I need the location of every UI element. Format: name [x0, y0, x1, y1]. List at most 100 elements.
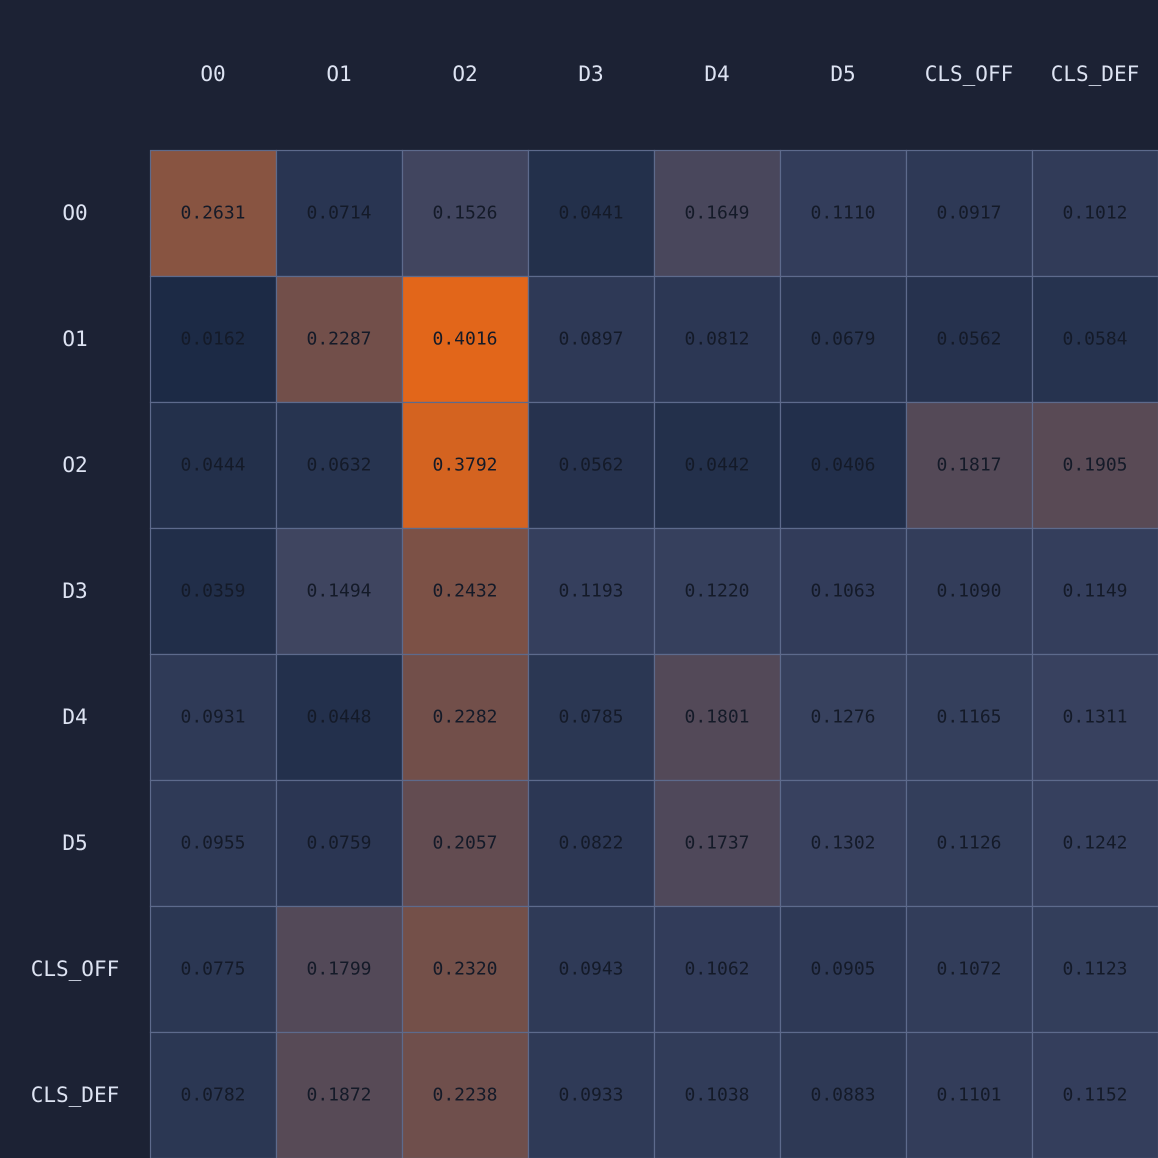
- cell-value-label: 0.4016: [432, 329, 497, 350]
- heatmap-cell: [905, 527, 1034, 656]
- cell-value-label: 0.2282: [432, 707, 497, 728]
- heatmap-cell: [275, 527, 404, 656]
- cell-value-label: 0.0162: [180, 329, 245, 350]
- cell-value-label: 0.0406: [810, 455, 875, 476]
- cell-value-label: 0.1649: [684, 203, 749, 224]
- cell-value-label: 0.0775: [180, 959, 245, 980]
- cell-value-label: 0.1526: [432, 203, 497, 224]
- row-label-d4: D4: [62, 705, 87, 729]
- cell-value-label: 0.0442: [684, 455, 749, 476]
- row-label-cls-def: CLS_DEF: [31, 1083, 120, 1107]
- cell-value-label: 0.0933: [558, 1085, 623, 1106]
- cell-value-label: 0.0897: [558, 329, 623, 350]
- cell-value-label: 0.0905: [810, 959, 875, 980]
- cell-value-label: 0.1090: [936, 581, 1001, 602]
- cell-value-label: 0.1126: [936, 833, 1001, 854]
- cell-value-label: 0.1737: [684, 833, 749, 854]
- row-label-o2: O2: [62, 453, 87, 477]
- cell-value-label: 0.0562: [936, 329, 1001, 350]
- column-label-o2: O2: [452, 62, 477, 86]
- cell-value-label: 0.0822: [558, 833, 623, 854]
- cell-value-label: 0.0759: [306, 833, 371, 854]
- heatmap-cell: [1031, 527, 1158, 656]
- heatmap-cell: [905, 149, 1034, 278]
- cell-value-label: 0.2320: [432, 959, 497, 980]
- column-label-o0: O0: [200, 62, 225, 86]
- cell-value-label: 0.1149: [1062, 581, 1127, 602]
- heatmap-cell: [653, 149, 782, 278]
- cell-value-label: 0.0448: [306, 707, 371, 728]
- heatmap-cell: [653, 401, 782, 530]
- heatmap-cell: [779, 275, 908, 404]
- heatmap-cell: [275, 401, 404, 530]
- cell-value-label: 0.1038: [684, 1085, 749, 1106]
- heatmap-cell: [779, 527, 908, 656]
- cell-value-label: 0.1311: [1062, 707, 1127, 728]
- column-label-d5: D5: [830, 62, 855, 86]
- cell-value-label: 0.1110: [810, 203, 875, 224]
- heatmap-cell: [401, 275, 530, 404]
- heatmap-cell: [653, 275, 782, 404]
- cell-value-label: 0.0359: [180, 581, 245, 602]
- row-label-d3: D3: [62, 579, 87, 603]
- cell-value-label: 0.1193: [558, 581, 623, 602]
- heatmap-cell: [275, 905, 404, 1034]
- heatmap-cell: [275, 779, 404, 908]
- heatmap-cell: [527, 779, 656, 908]
- heatmap-cell: [1031, 653, 1158, 782]
- heatmap-cells: 0.2631 0.0714 0.1526 0.0441 0.1649 0.1110 0.09…: [149, 149, 1158, 1158]
- column-labels: O0 O1 O2 D3 D4 D5 CLS_OFF CLS_DEF: [200, 62, 1139, 86]
- cell-value-label: 0.1012: [1062, 203, 1127, 224]
- cell-value-label: 0.1165: [936, 707, 1001, 728]
- cell-value-label: 0.1817: [936, 455, 1001, 476]
- cell-value-label: 0.0679: [810, 329, 875, 350]
- heatmap-cell: [401, 779, 530, 908]
- cell-value-label: 0.2057: [432, 833, 497, 854]
- cell-value-label: 0.1801: [684, 707, 749, 728]
- heatmap-cell: [401, 149, 530, 278]
- heatmap-cell: [1031, 401, 1158, 530]
- heatmap-cell: [653, 905, 782, 1034]
- cell-value-label: 0.1494: [306, 581, 371, 602]
- heatmap-cell: [401, 653, 530, 782]
- column-label-d4: D4: [704, 62, 729, 86]
- column-label-d3: D3: [578, 62, 603, 86]
- cell-value-label: 0.1062: [684, 959, 749, 980]
- column-label-cls-def: CLS_DEF: [1051, 62, 1140, 86]
- row-label-d5: D5: [62, 831, 87, 855]
- heatmap-cell: [1031, 779, 1158, 908]
- row-labels: O0 O1 O2 D3 D4 D5 CLS_OFF CLS_DEF: [31, 201, 120, 1107]
- heatmap-cell: [401, 527, 530, 656]
- heatmap-cell: [149, 1031, 278, 1158]
- cell-value-label: 0.1799: [306, 959, 371, 980]
- heatmap-cell: [653, 653, 782, 782]
- cell-value-label: 0.0782: [180, 1085, 245, 1106]
- cell-value-label: 0.3792: [432, 455, 497, 476]
- heatmap-cell: [905, 275, 1034, 404]
- cell-value-label: 0.0883: [810, 1085, 875, 1106]
- cell-value-label: 0.1220: [684, 581, 749, 602]
- column-label-cls-off: CLS_OFF: [925, 62, 1014, 86]
- heatmap-cell: [149, 653, 278, 782]
- heatmap-cell: [905, 905, 1034, 1034]
- heatmap-cell: [1031, 149, 1158, 278]
- heatmap-cell: [149, 275, 278, 404]
- heatmap-cell: [275, 275, 404, 404]
- cell-value-label: 0.0917: [936, 203, 1001, 224]
- cell-value-label: 0.0444: [180, 455, 245, 476]
- cell-value-label: 0.0632: [306, 455, 371, 476]
- cell-value-label: 0.0943: [558, 959, 623, 980]
- cell-value-label: 0.0562: [558, 455, 623, 476]
- heatmap-cell: [527, 527, 656, 656]
- heatmap-cell: [1031, 905, 1158, 1034]
- cell-value-label: 0.1072: [936, 959, 1001, 980]
- cell-value-label: 0.2631: [180, 203, 245, 224]
- cell-value-label: 0.2238: [432, 1085, 497, 1106]
- cell-value-label: 0.1101: [936, 1085, 1001, 1106]
- cell-value-label: 0.1123: [1062, 959, 1127, 980]
- cell-value-label: 0.1302: [810, 833, 875, 854]
- heatmap-cell: [275, 1031, 404, 1158]
- cell-value-label: 0.0441: [558, 203, 623, 224]
- heatmap-cell: [1031, 1031, 1158, 1158]
